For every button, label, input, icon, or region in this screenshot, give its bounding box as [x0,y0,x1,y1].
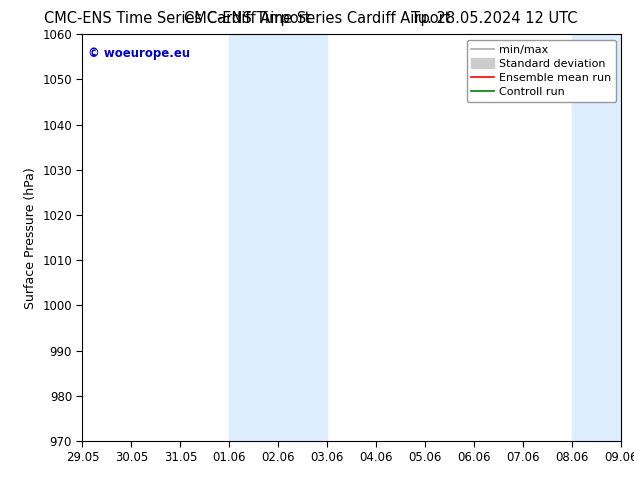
Text: © woeurope.eu: © woeurope.eu [87,47,190,59]
Y-axis label: Surface Pressure (hPa): Surface Pressure (hPa) [23,167,37,309]
Legend: min/max, Standard deviation, Ensemble mean run, Controll run: min/max, Standard deviation, Ensemble me… [467,40,616,102]
Bar [230,34,327,441]
Text: Tu. 28.05.2024 12 UTC: Tu. 28.05.2024 12 UTC [411,11,578,26]
Text: CMC-ENS Time Series Cardiff Airport: CMC-ENS Time Series Cardiff Airport [184,11,450,26]
Text: CMC-ENS Time Series Cardiff Airport: CMC-ENS Time Series Cardiff Airport [44,11,311,26]
Bar [573,34,621,441]
